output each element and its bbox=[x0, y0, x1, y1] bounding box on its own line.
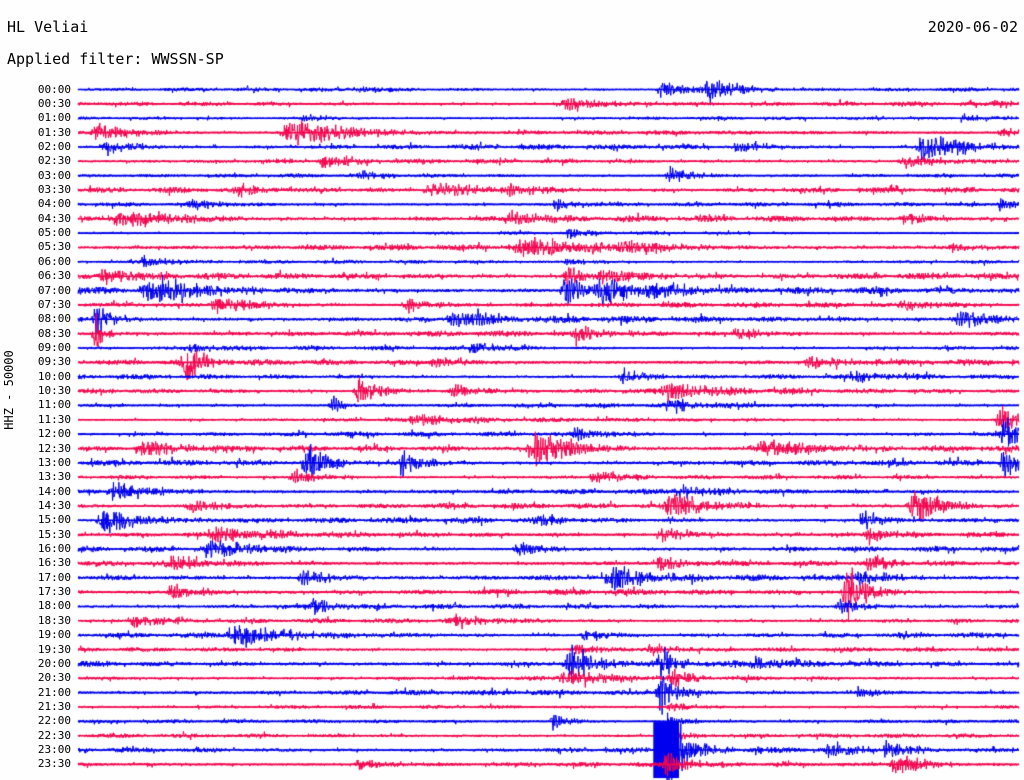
time-label: 15:00 bbox=[37, 513, 71, 527]
time-label: 05:00 bbox=[37, 226, 71, 240]
time-label: 11:30 bbox=[37, 412, 71, 426]
time-label: 09:00 bbox=[37, 340, 71, 354]
time-label: 03:30 bbox=[37, 183, 71, 197]
time-label: 07:30 bbox=[37, 297, 71, 311]
time-label: 04:30 bbox=[37, 211, 71, 225]
recording-date: 2020-06-02 bbox=[927, 18, 1018, 36]
time-label: 10:00 bbox=[37, 369, 71, 383]
time-label: 18:30 bbox=[37, 613, 71, 627]
time-label: 09:30 bbox=[37, 355, 71, 369]
time-label: 06:00 bbox=[37, 254, 71, 268]
time-label: 00:00 bbox=[37, 82, 71, 96]
time-label: 12:30 bbox=[37, 441, 71, 455]
time-label: 11:00 bbox=[37, 398, 71, 412]
time-label: 17:00 bbox=[37, 570, 71, 584]
time-label: 13:00 bbox=[37, 455, 71, 469]
time-label: 02:00 bbox=[37, 139, 71, 153]
time-label: 19:30 bbox=[37, 642, 71, 656]
time-label: 22:00 bbox=[37, 714, 71, 728]
time-label: 16:00 bbox=[37, 542, 71, 556]
time-axis-labels: 00:00 00:30 01:00 01:30 02:00 02:30 03:00 03:30… bbox=[0, 0, 74, 780]
time-label: 23:00 bbox=[37, 743, 71, 757]
time-label: 03:00 bbox=[37, 168, 71, 182]
time-label: 20:30 bbox=[37, 671, 71, 685]
time-label: 14:00 bbox=[37, 484, 71, 498]
time-label: 15:30 bbox=[37, 527, 71, 541]
time-label: 14:30 bbox=[37, 498, 71, 512]
time-label: 01:00 bbox=[37, 111, 71, 125]
time-label: 07:00 bbox=[37, 283, 71, 297]
time-label: 21:00 bbox=[37, 685, 71, 699]
time-label: 10:30 bbox=[37, 384, 71, 398]
time-label: 16:30 bbox=[37, 556, 71, 570]
time-label: 19:00 bbox=[37, 628, 71, 642]
time-label: 20:00 bbox=[37, 656, 71, 670]
time-label: 08:00 bbox=[37, 312, 71, 326]
time-label: 00:30 bbox=[37, 96, 71, 110]
time-label: 23:30 bbox=[37, 757, 71, 771]
station-title: HL Veliai bbox=[7, 18, 89, 36]
applied-filter-label: Applied filter: WWSSN-SP bbox=[7, 50, 224, 68]
time-label: 13:30 bbox=[37, 470, 71, 484]
time-label: 04:00 bbox=[37, 197, 71, 211]
time-label: 02:30 bbox=[37, 154, 71, 168]
time-label: 22:30 bbox=[37, 728, 71, 742]
time-label: 05:30 bbox=[37, 240, 71, 254]
time-label: 08:30 bbox=[37, 326, 71, 340]
time-label: 06:30 bbox=[37, 269, 71, 283]
time-label: 21:30 bbox=[37, 699, 71, 713]
time-label: 18:00 bbox=[37, 599, 71, 613]
time-label: 17:30 bbox=[37, 585, 71, 599]
time-label: 12:00 bbox=[37, 427, 71, 441]
time-label: 01:30 bbox=[37, 125, 71, 139]
